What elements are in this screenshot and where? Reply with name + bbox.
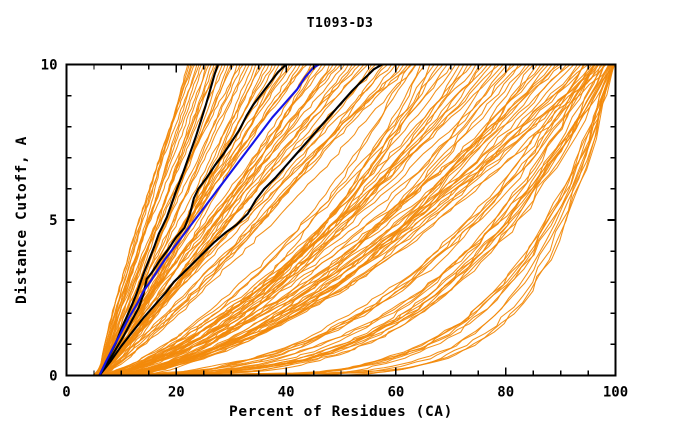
ensemble-curve <box>98 64 369 376</box>
ensemble-curve <box>101 64 241 376</box>
ensemble-curve <box>97 64 444 377</box>
ensemble-curve <box>105 64 389 376</box>
axes-frame <box>65 63 617 377</box>
y-axis-title: Distance Cutoff, A <box>14 136 30 304</box>
ensemble-curve <box>101 64 599 377</box>
ensemble-curve <box>94 64 452 377</box>
ensemble-curve <box>100 64 527 377</box>
ensemble-curve <box>92 64 291 376</box>
ensemble-curve <box>101 64 205 376</box>
x-tick-label: 40 <box>278 385 295 401</box>
ensemble-curve <box>101 64 361 376</box>
ensemble-curve <box>94 64 244 376</box>
ensemble-curve <box>94 64 560 377</box>
ensemble-curve <box>95 64 235 376</box>
ensemble-curve <box>103 64 593 377</box>
chart-title: T1093-D3 <box>307 16 374 31</box>
x-tick-label: 60 <box>387 385 404 401</box>
y-tick-label: 10 <box>41 58 58 74</box>
ensemble-curve <box>93 64 210 376</box>
ensemble-curve <box>94 64 298 376</box>
ensemble-curve <box>98 64 531 377</box>
ensemble-curve <box>105 64 585 376</box>
ensemble-curve <box>96 64 600 377</box>
ensemble-curve <box>94 64 564 377</box>
ensemble-curve <box>103 64 308 376</box>
highlight-curves-layer <box>98 63 383 377</box>
ensemble-curve <box>96 64 409 376</box>
black-curve-1 <box>98 64 220 376</box>
ensemble-curve <box>101 64 218 376</box>
axis-ticks <box>65 63 617 377</box>
x-tick-label: 20 <box>168 385 185 401</box>
axis-tick-labels: 0 20 40 60 80 100 0 5 10 <box>41 58 629 401</box>
ensemble-curve <box>104 64 607 376</box>
black-curve-2 <box>98 63 287 377</box>
ensemble-curve <box>96 64 615 377</box>
ensemble-curve <box>92 64 557 377</box>
ensemble-curve <box>92 64 586 377</box>
ensemble-curve <box>93 64 200 376</box>
ensemble-curves-layer <box>92 64 616 377</box>
ensemble-curve <box>95 64 305 376</box>
black-curve-3 <box>98 63 383 377</box>
ensemble-curve <box>102 64 365 376</box>
ensemble-curve <box>102 64 504 376</box>
ensemble-curve <box>92 64 477 377</box>
ensemble-curve <box>93 64 346 376</box>
ensemble-curve <box>101 64 405 376</box>
ensemble-curve <box>100 64 373 376</box>
blue-curve <box>98 63 320 376</box>
x-tick-label: 100 <box>603 385 628 401</box>
ensemble-curve <box>96 64 323 376</box>
y-tick-label: 5 <box>49 213 57 229</box>
x-axis-title: Percent of Residues (CA) <box>229 404 453 420</box>
ensemble-curve <box>106 64 603 377</box>
ensemble-curve <box>101 64 523 377</box>
ensemble-curve <box>93 64 221 376</box>
ensemble-curve <box>98 64 401 376</box>
ensemble-curve <box>104 64 516 376</box>
ensemble-curve <box>96 64 316 377</box>
ensemble-curve <box>99 64 411 377</box>
x-tick-label: 0 <box>62 385 70 401</box>
ensemble-curve <box>104 64 417 376</box>
y-tick-label: 0 <box>49 369 57 385</box>
x-tick-label: 80 <box>497 385 514 401</box>
